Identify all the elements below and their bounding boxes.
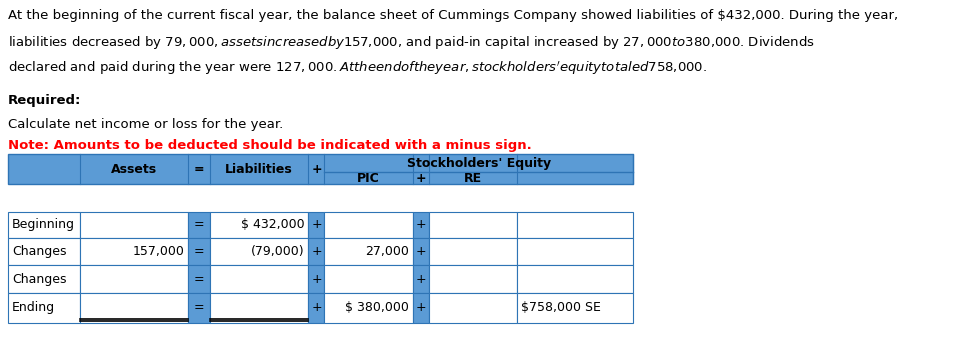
- FancyBboxPatch shape: [210, 293, 308, 323]
- Text: $ 432,000: $ 432,000: [241, 218, 304, 231]
- Text: liabilities decreased by $79,000, assets increased by $157,000, and paid-in capi: liabilities decreased by $79,000, assets…: [8, 34, 815, 51]
- FancyBboxPatch shape: [210, 212, 308, 238]
- FancyBboxPatch shape: [308, 238, 324, 265]
- Text: +: +: [415, 273, 426, 286]
- FancyBboxPatch shape: [189, 238, 210, 265]
- FancyBboxPatch shape: [517, 265, 633, 293]
- Text: $758,000 SE: $758,000 SE: [521, 302, 601, 314]
- FancyBboxPatch shape: [80, 212, 189, 238]
- Text: =: =: [193, 273, 205, 286]
- Text: =: =: [193, 302, 205, 314]
- FancyBboxPatch shape: [210, 265, 308, 293]
- FancyBboxPatch shape: [429, 265, 517, 293]
- Text: Required:: Required:: [8, 94, 81, 107]
- FancyBboxPatch shape: [412, 238, 429, 265]
- FancyBboxPatch shape: [429, 293, 517, 323]
- FancyBboxPatch shape: [308, 265, 324, 293]
- FancyBboxPatch shape: [429, 212, 517, 238]
- FancyBboxPatch shape: [8, 212, 80, 238]
- Text: 27,000: 27,000: [365, 245, 409, 258]
- FancyBboxPatch shape: [189, 265, 210, 293]
- Text: $ 380,000: $ 380,000: [345, 302, 409, 314]
- Text: +: +: [311, 163, 322, 176]
- FancyBboxPatch shape: [80, 293, 189, 323]
- Text: +: +: [311, 245, 322, 258]
- Text: Changes: Changes: [12, 273, 67, 286]
- FancyBboxPatch shape: [8, 293, 80, 323]
- FancyBboxPatch shape: [8, 265, 80, 293]
- Text: Note: Amounts to be deducted should be indicated with a minus sign.: Note: Amounts to be deducted should be i…: [8, 139, 532, 152]
- Text: (79,000): (79,000): [251, 245, 304, 258]
- Text: Calculate net income or loss for the year.: Calculate net income or loss for the yea…: [8, 118, 283, 131]
- FancyBboxPatch shape: [210, 238, 308, 265]
- FancyBboxPatch shape: [324, 293, 412, 323]
- FancyBboxPatch shape: [308, 293, 324, 323]
- Text: Assets: Assets: [111, 163, 157, 176]
- Text: RE: RE: [463, 171, 481, 185]
- FancyBboxPatch shape: [517, 293, 633, 323]
- FancyBboxPatch shape: [80, 265, 189, 293]
- FancyBboxPatch shape: [8, 154, 633, 184]
- FancyBboxPatch shape: [324, 265, 412, 293]
- Text: Beginning: Beginning: [12, 218, 75, 231]
- FancyBboxPatch shape: [324, 238, 412, 265]
- FancyBboxPatch shape: [308, 212, 324, 238]
- Text: Stockholders' Equity: Stockholders' Equity: [407, 157, 550, 170]
- Text: +: +: [415, 245, 426, 258]
- Text: +: +: [311, 273, 322, 286]
- Text: PIC: PIC: [357, 171, 380, 185]
- Text: Ending: Ending: [12, 302, 56, 314]
- Text: declared and paid during the year were $127,000. At the end of the year, stockho: declared and paid during the year were $…: [8, 59, 707, 77]
- Text: =: =: [193, 245, 205, 258]
- FancyBboxPatch shape: [412, 265, 429, 293]
- FancyBboxPatch shape: [517, 238, 633, 265]
- FancyBboxPatch shape: [8, 238, 80, 265]
- FancyBboxPatch shape: [80, 238, 189, 265]
- Text: +: +: [311, 218, 322, 231]
- Text: +: +: [415, 171, 426, 185]
- FancyBboxPatch shape: [412, 293, 429, 323]
- FancyBboxPatch shape: [412, 212, 429, 238]
- Text: At the beginning of the current fiscal year, the balance sheet of Cummings Compa: At the beginning of the current fiscal y…: [8, 9, 898, 22]
- Text: =: =: [193, 218, 205, 231]
- Text: +: +: [311, 302, 322, 314]
- Text: 157,000: 157,000: [132, 245, 185, 258]
- FancyBboxPatch shape: [189, 212, 210, 238]
- Text: +: +: [415, 218, 426, 231]
- FancyBboxPatch shape: [429, 238, 517, 265]
- Text: +: +: [415, 302, 426, 314]
- Text: =: =: [193, 163, 205, 176]
- Text: Liabilities: Liabilities: [225, 163, 293, 176]
- FancyBboxPatch shape: [324, 212, 412, 238]
- FancyBboxPatch shape: [517, 212, 633, 238]
- Text: Changes: Changes: [12, 245, 67, 258]
- FancyBboxPatch shape: [189, 293, 210, 323]
